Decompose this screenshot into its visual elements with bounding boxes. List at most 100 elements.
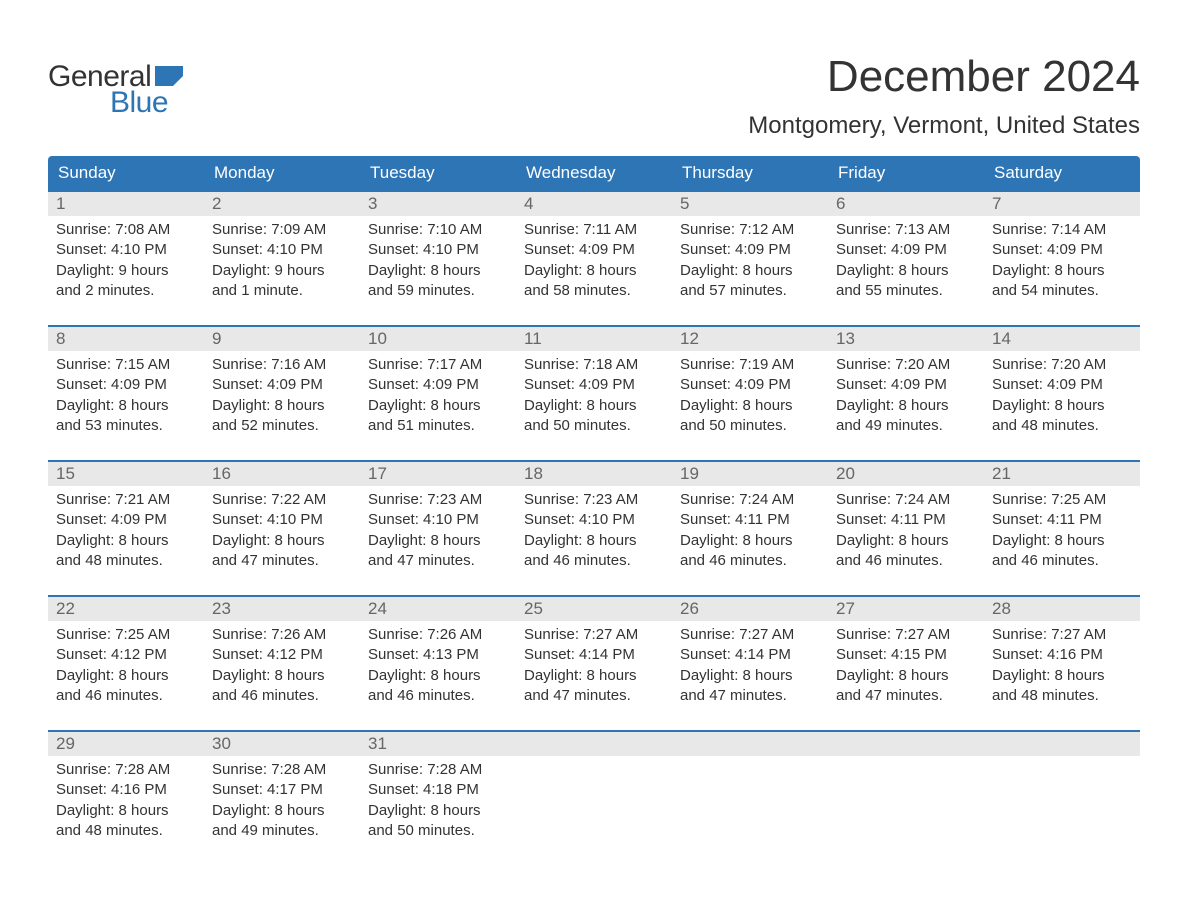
day-d2: and 50 minutes. (524, 416, 664, 436)
day-number: 3 (360, 192, 516, 216)
day-d1: Daylight: 8 hours (836, 666, 976, 686)
day-sunrise: Sunrise: 7:24 AM (680, 490, 820, 510)
day-sunset: Sunset: 4:15 PM (836, 645, 976, 665)
day-number: 30 (204, 732, 360, 756)
day-sunrise: Sunrise: 7:16 AM (212, 355, 352, 375)
day-sunrise: Sunrise: 7:15 AM (56, 355, 196, 375)
day-sunrise: Sunrise: 7:23 AM (524, 490, 664, 510)
day-number: 23 (204, 597, 360, 621)
day-d1: Daylight: 8 hours (992, 666, 1132, 686)
day-number: 2 (204, 192, 360, 216)
day-d2: and 49 minutes. (212, 821, 352, 841)
day-cell: Sunrise: 7:28 AMSunset: 4:18 PMDaylight:… (360, 756, 516, 851)
day-number: 4 (516, 192, 672, 216)
day-d2: and 47 minutes. (524, 686, 664, 706)
day-d1: Daylight: 8 hours (56, 531, 196, 551)
day-d2: and 46 minutes. (836, 551, 976, 571)
day-cell: Sunrise: 7:08 AMSunset: 4:10 PMDaylight:… (48, 216, 204, 311)
day-sunset: Sunset: 4:17 PM (212, 780, 352, 800)
day-number (984, 732, 1140, 756)
day-sunrise: Sunrise: 7:27 AM (836, 625, 976, 645)
day-cell: Sunrise: 7:24 AMSunset: 4:11 PMDaylight:… (672, 486, 828, 581)
day-d2: and 47 minutes. (836, 686, 976, 706)
day-d2: and 1 minute. (212, 281, 352, 301)
day-sunrise: Sunrise: 7:28 AM (368, 760, 508, 780)
day-d1: Daylight: 8 hours (212, 396, 352, 416)
day-d1: Daylight: 8 hours (212, 666, 352, 686)
day-sunset: Sunset: 4:09 PM (680, 375, 820, 395)
day-cell: Sunrise: 7:18 AMSunset: 4:09 PMDaylight:… (516, 351, 672, 446)
week-row: 15161718192021Sunrise: 7:21 AMSunset: 4:… (48, 460, 1140, 581)
day-data-row: Sunrise: 7:28 AMSunset: 4:16 PMDaylight:… (48, 756, 1140, 851)
day-d1: Daylight: 8 hours (680, 531, 820, 551)
day-sunrise: Sunrise: 7:23 AM (368, 490, 508, 510)
day-sunset: Sunset: 4:10 PM (212, 240, 352, 260)
weekday-header: Wednesday (516, 156, 672, 190)
day-number: 1 (48, 192, 204, 216)
day-sunset: Sunset: 4:09 PM (836, 240, 976, 260)
day-sunset: Sunset: 4:09 PM (368, 375, 508, 395)
day-number: 7 (984, 192, 1140, 216)
day-sunset: Sunset: 4:11 PM (992, 510, 1132, 530)
day-d2: and 2 minutes. (56, 281, 196, 301)
day-d2: and 51 minutes. (368, 416, 508, 436)
day-d2: and 59 minutes. (368, 281, 508, 301)
day-cell: Sunrise: 7:28 AMSunset: 4:17 PMDaylight:… (204, 756, 360, 851)
day-d1: Daylight: 9 hours (56, 261, 196, 281)
day-cell: Sunrise: 7:09 AMSunset: 4:10 PMDaylight:… (204, 216, 360, 311)
day-d1: Daylight: 8 hours (212, 531, 352, 551)
day-cell: Sunrise: 7:11 AMSunset: 4:09 PMDaylight:… (516, 216, 672, 311)
day-cell (828, 756, 984, 851)
weekday-header: Thursday (672, 156, 828, 190)
day-sunrise: Sunrise: 7:14 AM (992, 220, 1132, 240)
day-sunrise: Sunrise: 7:13 AM (836, 220, 976, 240)
day-d2: and 52 minutes. (212, 416, 352, 436)
day-sunrise: Sunrise: 7:19 AM (680, 355, 820, 375)
day-d2: and 46 minutes. (56, 686, 196, 706)
day-sunrise: Sunrise: 7:09 AM (212, 220, 352, 240)
month-title: December 2024 (748, 52, 1140, 102)
day-number (516, 732, 672, 756)
day-data-row: Sunrise: 7:21 AMSunset: 4:09 PMDaylight:… (48, 486, 1140, 581)
day-number-row: 1234567 (48, 190, 1140, 216)
day-sunset: Sunset: 4:10 PM (56, 240, 196, 260)
day-sunset: Sunset: 4:09 PM (212, 375, 352, 395)
day-d2: and 48 minutes. (992, 686, 1132, 706)
day-d1: Daylight: 8 hours (524, 261, 664, 281)
day-d1: Daylight: 8 hours (680, 666, 820, 686)
day-cell (516, 756, 672, 851)
day-sunset: Sunset: 4:12 PM (56, 645, 196, 665)
day-cell: Sunrise: 7:25 AMSunset: 4:12 PMDaylight:… (48, 621, 204, 716)
day-d2: and 53 minutes. (56, 416, 196, 436)
day-sunset: Sunset: 4:09 PM (992, 375, 1132, 395)
day-data-row: Sunrise: 7:08 AMSunset: 4:10 PMDaylight:… (48, 216, 1140, 311)
day-d2: and 47 minutes. (212, 551, 352, 571)
day-sunset: Sunset: 4:09 PM (836, 375, 976, 395)
day-number: 19 (672, 462, 828, 486)
day-sunset: Sunset: 4:16 PM (992, 645, 1132, 665)
day-cell: Sunrise: 7:15 AMSunset: 4:09 PMDaylight:… (48, 351, 204, 446)
day-d2: and 46 minutes. (368, 686, 508, 706)
day-d1: Daylight: 8 hours (680, 261, 820, 281)
location: Montgomery, Vermont, United States (748, 112, 1140, 140)
day-sunrise: Sunrise: 7:11 AM (524, 220, 664, 240)
day-cell: Sunrise: 7:26 AMSunset: 4:12 PMDaylight:… (204, 621, 360, 716)
day-cell: Sunrise: 7:19 AMSunset: 4:09 PMDaylight:… (672, 351, 828, 446)
day-d2: and 48 minutes. (56, 821, 196, 841)
day-sunset: Sunset: 4:09 PM (524, 375, 664, 395)
day-d2: and 58 minutes. (524, 281, 664, 301)
day-d2: and 46 minutes. (992, 551, 1132, 571)
week-row: 891011121314Sunrise: 7:15 AMSunset: 4:09… (48, 325, 1140, 446)
day-cell: Sunrise: 7:21 AMSunset: 4:09 PMDaylight:… (48, 486, 204, 581)
day-sunrise: Sunrise: 7:18 AM (524, 355, 664, 375)
day-sunrise: Sunrise: 7:27 AM (992, 625, 1132, 645)
day-number: 22 (48, 597, 204, 621)
logo-text-blue: Blue (110, 86, 183, 120)
day-cell (984, 756, 1140, 851)
day-number: 14 (984, 327, 1140, 351)
day-data-row: Sunrise: 7:15 AMSunset: 4:09 PMDaylight:… (48, 351, 1140, 446)
day-number: 15 (48, 462, 204, 486)
day-cell: Sunrise: 7:23 AMSunset: 4:10 PMDaylight:… (516, 486, 672, 581)
day-d1: Daylight: 8 hours (368, 396, 508, 416)
day-sunrise: Sunrise: 7:12 AM (680, 220, 820, 240)
